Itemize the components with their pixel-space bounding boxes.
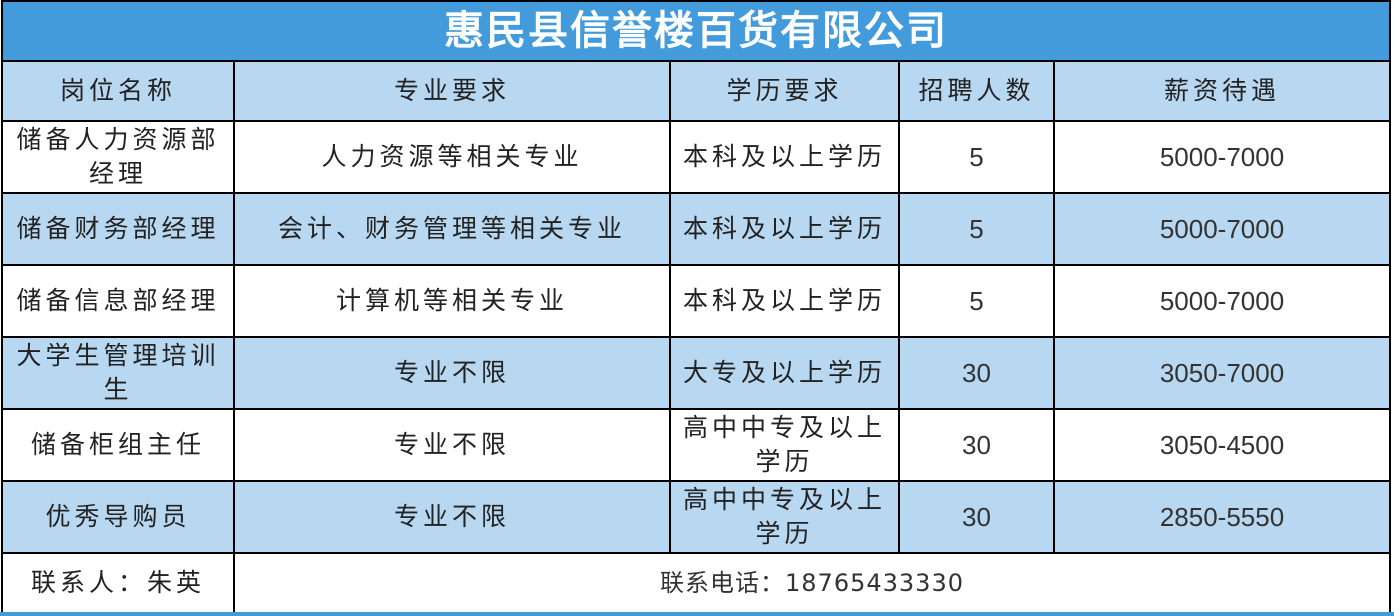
major-cell: 专业不限 — [233, 336, 671, 410]
header-major: 专业要求 — [233, 60, 671, 122]
position-cell: 储备财务部经理 — [1, 192, 235, 266]
position-cell: 大学生管理培训生 — [1, 336, 235, 410]
header-education: 学历要求 — [669, 60, 900, 122]
count-cell: 30 — [898, 336, 1055, 410]
position-cell: 储备柜组主任 — [1, 408, 235, 482]
education-cell: 大专及以上学历 — [669, 336, 900, 410]
position-cell: 储备人力资源部经理 — [1, 120, 235, 194]
footer-row: 联系人：朱英 联系电话：18765433330 — [1, 552, 1392, 614]
header-position: 岗位名称 — [1, 60, 235, 122]
salary-cell: 5000-7000 — [1052, 120, 1392, 194]
contact-person: 联系人：朱英 — [1, 552, 235, 614]
table-row: 储备财务部经理 会计、财务管理等相关专业 本科及以上学历 5 5000-7000 — [1, 192, 1392, 266]
count-cell: 5 — [898, 264, 1055, 338]
education-cell: 本科及以上学历 — [669, 192, 900, 266]
header-salary: 薪资待遇 — [1052, 60, 1392, 122]
count-cell: 5 — [898, 120, 1055, 194]
bottom-strip — [0, 612, 1394, 616]
table-row: 储备柜组主任 专业不限 高中中专及以上学历 30 3050-4500 — [1, 408, 1392, 482]
position-cell: 储备信息部经理 — [1, 264, 235, 338]
count-cell: 30 — [898, 408, 1055, 482]
count-cell: 30 — [898, 480, 1055, 554]
education-cell: 高中中专及以上学历 — [669, 480, 900, 554]
education-cell: 高中中专及以上学历 — [669, 408, 900, 482]
header-row: 岗位名称 专业要求 学历要求 招聘人数 薪资待遇 — [1, 60, 1392, 122]
major-cell: 人力资源等相关专业 — [233, 120, 671, 194]
salary-cell: 5000-7000 — [1052, 264, 1392, 338]
contact-phone: 联系电话：18765433330 — [232, 552, 1392, 614]
header-count: 招聘人数 — [898, 60, 1055, 122]
table-row: 大学生管理培训生 专业不限 大专及以上学历 30 3050-7000 — [1, 336, 1392, 410]
major-cell: 专业不限 — [233, 480, 671, 554]
major-cell: 会计、财务管理等相关专业 — [233, 192, 671, 266]
table-row: 储备人力资源部经理 人力资源等相关专业 本科及以上学历 5 5000-7000 — [1, 120, 1392, 194]
salary-cell: 3050-4500 — [1052, 408, 1392, 482]
major-cell: 专业不限 — [233, 408, 671, 482]
major-cell: 计算机等相关专业 — [233, 264, 671, 338]
salary-cell: 3050-7000 — [1052, 336, 1392, 410]
company-title: 惠民县信誉楼百货有限公司 — [0, 0, 1392, 62]
count-cell: 5 — [898, 192, 1055, 266]
salary-cell: 2850-5550 — [1052, 480, 1392, 554]
position-cell: 优秀导购员 — [1, 480, 235, 554]
salary-cell: 5000-7000 — [1052, 192, 1392, 266]
education-cell: 本科及以上学历 — [669, 120, 900, 194]
table-row: 储备信息部经理 计算机等相关专业 本科及以上学历 5 5000-7000 — [1, 264, 1392, 338]
education-cell: 本科及以上学历 — [669, 264, 900, 338]
table-row: 优秀导购员 专业不限 高中中专及以上学历 30 2850-5550 — [1, 480, 1392, 554]
